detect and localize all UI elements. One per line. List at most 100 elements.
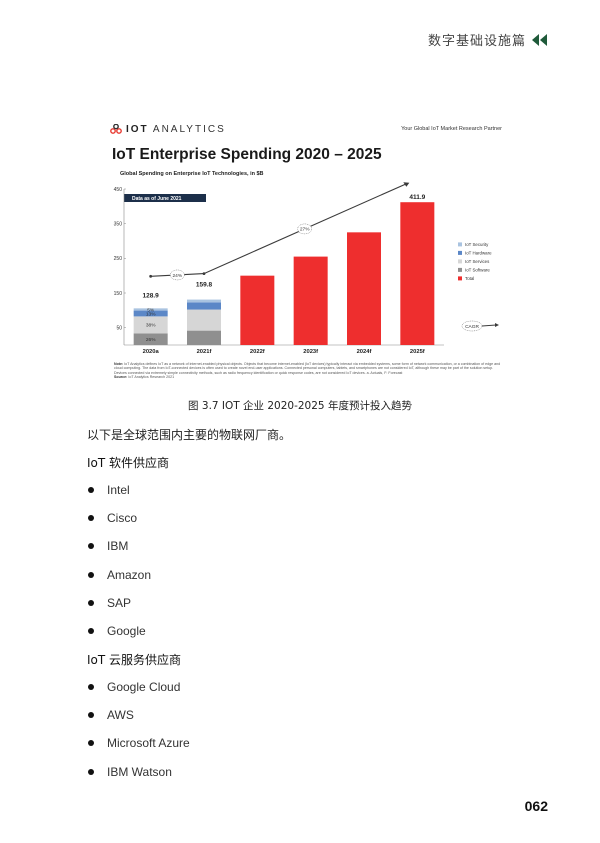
cagr-legend-arrowhead [495,323,499,327]
bar [293,256,328,345]
note-text: IoT Analytics defines IoT as a network o… [114,362,501,375]
bullet-icon [88,487,94,494]
y-tick-label: 350 [114,221,123,227]
x-tick-label: 2021f [197,349,212,355]
logo-brand-suffix: ANALYTICS [152,124,226,135]
legend-swatch [458,250,462,255]
bullet-icon [88,712,94,719]
legend-label: IoT Hardware [465,251,492,256]
list-item-label: IBM [107,539,129,554]
list-item-label: Microsoft Azure [107,736,190,751]
segment-label: 5% [147,307,155,313]
data-badge [124,194,206,202]
bar-segment [187,309,221,331]
cagr-legend-line [481,324,497,327]
list-item-label: SAP [107,595,132,610]
total-label: 128.9 [143,292,160,299]
list-item: Microsoft Azure [87,729,190,757]
list-item: IBM [87,532,151,560]
list-item: Cisco [87,504,151,532]
legend-swatch [458,259,462,264]
list-item-label: IBM Watson [107,764,172,779]
list-item-label: AWS [107,708,134,723]
bar-segment [187,299,221,303]
vendor-list-software: Intel Cisco IBM Amazon SAP Google [87,476,151,645]
source-text: IoT Analytics Research 2021 [128,375,175,380]
bar [347,232,381,345]
list-item: AWS [87,701,190,729]
trend-cagr-label: 27% [300,227,310,233]
logo-brand-prefix: IOT [126,124,149,135]
legend-label: IoT Software [465,268,490,273]
iot-analytics-logo-icon [110,124,122,134]
y-tick-label: 150 [114,291,123,297]
trend-cagr-bubble [297,223,312,235]
bar-chart: Data as of June 2021 50 150 250 350 450 26% 38%… [114,182,499,355]
running-header: 数字基础设施篇 [428,30,548,49]
trend-point [202,272,206,276]
x-tick-label: 2022f [250,349,265,355]
bar-segment [133,308,168,311]
x-tick-label: 2024f [357,349,372,355]
y-tick-label: 250 [114,256,123,262]
vendor-list-cloud: Google Cloud AWS Microsoft Azure IBM Wat… [87,673,190,786]
double-chevron-left-icon [532,33,547,46]
list-item-label: Google Cloud [107,680,181,695]
trend-cagr-label: 24% [173,273,183,279]
figure-tagline: Your Global IoT Market Research Partner [401,126,502,132]
bullet-icon [88,571,94,578]
total-label: 411.9 [409,194,425,201]
trend-arrowhead [403,182,410,187]
bullet-icon [88,543,94,550]
figure-note: Note: IoT Analytics defines IoT as a net… [114,362,504,380]
legend-swatch [458,242,462,247]
segment-label: 13% [146,311,156,317]
segment-label: 38% [146,323,156,329]
bar [240,275,275,345]
bar-segment [133,310,168,317]
section-heading-cloud: IoT 云服务供应商 [87,653,182,667]
section-title: 数字基础设施篇 [427,34,526,49]
cagr-legend-label: CAGR [465,324,479,330]
list-item-label: Amazon [107,567,152,582]
x-tick-label: 2025f [410,349,425,355]
x-tick-label: 2020a [143,349,160,355]
legend-swatch [458,267,462,272]
list-item-label: Cisco [107,511,138,526]
source-label: Source: [114,375,128,380]
chart-title: IoT Enterprise Spending 2020 – 2025 [112,146,382,163]
list-item-label: Google [107,624,146,639]
section-heading-software: IoT 软件供应商 [87,456,170,470]
iot-analytics-logo: IOT ANALYTICS [110,124,226,135]
chart-subtitle: Global Spending on Enterprise IoT Techno… [120,171,264,177]
y-tick-label: 50 [116,325,122,331]
y-tick-label: 450 [114,187,123,193]
trend-cagr-bubble [170,269,185,281]
bullet-icon [88,628,94,635]
bullet-icon [88,768,94,775]
figure-caption: 图 3.7 IOT 企业 2020-2025 年度预计投入趋势 [188,400,412,412]
list-item-label: Intel [107,483,130,498]
list-item: Amazon [87,561,151,589]
list-item: Google Cloud [87,673,190,701]
list-item: IBM Watson [87,758,190,786]
segment-label: 26% [146,337,156,343]
x-tick-label: 2023f [303,349,318,355]
page-number: 062 [524,798,548,814]
legend-label: Total [465,276,474,281]
list-item: SAP [87,589,151,617]
legend-label: IoT Security [465,242,489,247]
list-item: Google [87,617,151,645]
list-item: Intel [87,476,151,504]
note-label: Note: [114,362,124,366]
legend-swatch [458,276,462,281]
bar-segment [187,330,221,345]
bar [400,202,435,345]
total-label: 159.8 [196,282,213,289]
bar-segment [187,302,221,310]
bar-segment [133,333,168,345]
bar-segment [133,316,168,334]
figure-iot-spending: IOT ANALYTICS Your Global IoT Market Res… [106,118,506,386]
data-badge-label: Data as of June 2021 [132,196,182,202]
bullet-icon [88,599,94,606]
